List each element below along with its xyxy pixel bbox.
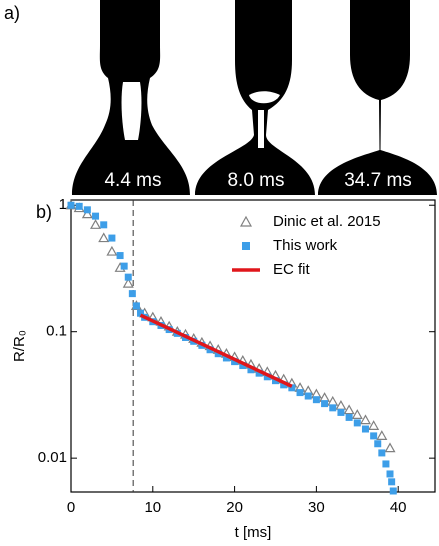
y-tick-label: 0.1 xyxy=(46,323,67,340)
neck-gap-2 xyxy=(249,91,280,104)
plot-frame xyxy=(70,199,436,493)
data-point xyxy=(128,290,136,298)
data-point xyxy=(120,262,128,270)
panel-label: b) xyxy=(36,202,52,222)
data-point xyxy=(116,252,124,260)
data-point xyxy=(92,212,100,220)
data-point xyxy=(343,404,355,415)
x-tick-label: 0 xyxy=(67,499,75,516)
data-point xyxy=(137,309,145,317)
x-tick-label: 20 xyxy=(226,499,243,516)
data-point xyxy=(132,302,140,310)
data-point xyxy=(384,442,396,453)
panel-label: a) xyxy=(4,3,20,23)
neck-gap-1 xyxy=(121,82,142,140)
data-point xyxy=(81,208,93,219)
data-point xyxy=(351,409,363,419)
neck-gap-3 xyxy=(258,110,264,148)
data-point xyxy=(376,430,388,440)
data-point xyxy=(296,389,304,397)
data-point xyxy=(106,245,118,256)
data-point xyxy=(222,354,230,362)
droplet-3 xyxy=(318,0,437,195)
x-tick-label: 30 xyxy=(308,499,325,516)
x-axis-label: t [ms] xyxy=(235,524,272,541)
data-point xyxy=(100,221,108,229)
data-point xyxy=(329,404,337,412)
data-point xyxy=(345,413,353,421)
data-point xyxy=(378,449,386,457)
data-point xyxy=(353,419,361,427)
data-point xyxy=(389,487,397,495)
data-point xyxy=(361,425,369,433)
image-label: 8.0 ms xyxy=(227,170,284,191)
data-point xyxy=(368,420,380,430)
data-point xyxy=(271,377,279,385)
data-point xyxy=(386,470,394,478)
data-point xyxy=(382,460,390,468)
data-point xyxy=(312,396,320,404)
legend-label: This work xyxy=(273,237,338,254)
x-tick-label: 10 xyxy=(144,499,161,516)
data-point xyxy=(321,400,329,408)
data-point xyxy=(122,277,134,288)
fit-line xyxy=(139,313,293,388)
image-label: 4.4 ms xyxy=(104,170,161,191)
data-point xyxy=(67,201,75,209)
data-point xyxy=(263,373,271,381)
legend-swatch xyxy=(242,242,250,250)
data-point xyxy=(288,384,296,392)
legend-label: EC fit xyxy=(273,261,311,278)
data-point xyxy=(98,232,110,243)
data-point xyxy=(374,440,382,448)
data-point xyxy=(388,478,396,486)
data-point xyxy=(75,202,83,210)
data-point xyxy=(337,408,345,416)
data-point xyxy=(359,414,371,425)
data-point xyxy=(304,392,312,400)
image-label: 34.7 ms xyxy=(344,170,412,191)
data-point xyxy=(370,432,378,440)
data-point xyxy=(255,369,263,377)
data-point xyxy=(214,350,222,358)
droplet-images: 4.4 ms 8.0 ms 34.7 ms xyxy=(72,0,437,195)
data-point xyxy=(280,381,288,389)
data-point xyxy=(247,366,255,374)
legend-label: Dinic et al. 2015 xyxy=(273,213,381,230)
data-point xyxy=(83,206,91,214)
data-point xyxy=(90,219,102,229)
legend-swatch xyxy=(239,215,253,227)
x-tick-label: 40 xyxy=(390,499,407,516)
data-point xyxy=(239,362,247,370)
data-point xyxy=(231,358,239,366)
data-point xyxy=(124,273,132,281)
y-tick-label: 1 xyxy=(59,196,67,213)
y-axis-label: R/R₀ xyxy=(11,330,28,362)
data-point xyxy=(108,234,116,242)
y-tick-label: 0.01 xyxy=(38,449,67,466)
